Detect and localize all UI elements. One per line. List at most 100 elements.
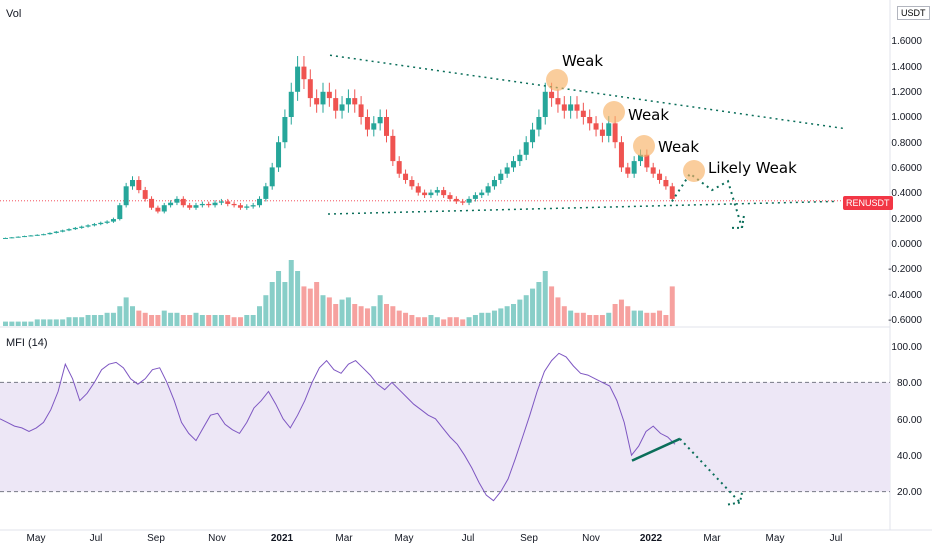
volume-bar <box>41 319 47 326</box>
price-arrowhead <box>732 215 745 229</box>
volume-bar <box>384 304 389 326</box>
candle-body <box>352 98 358 105</box>
unit-badge[interactable]: USDT <box>897 6 930 20</box>
volume-bar <box>231 317 237 326</box>
candle-body <box>384 117 389 136</box>
candle-body <box>333 98 339 111</box>
candle-body <box>441 190 447 196</box>
candle-body <box>53 231 59 233</box>
candle-body <box>104 221 110 223</box>
volume-bar <box>561 306 567 326</box>
volume-bar <box>142 312 148 326</box>
candle-body <box>517 154 523 162</box>
candle-body <box>168 202 174 206</box>
candlesticks <box>3 56 675 239</box>
candle-body <box>593 123 599 130</box>
x-tick: May <box>394 533 414 544</box>
weak-point-marker <box>546 69 568 91</box>
volume-bar <box>168 312 174 326</box>
volume-bar <box>66 317 72 326</box>
volume-bar <box>320 295 326 326</box>
candle-body <box>263 186 269 199</box>
candle-body <box>606 123 612 136</box>
volume-bar <box>149 315 155 326</box>
volume-bar <box>60 319 66 326</box>
volume-bar <box>574 312 580 326</box>
volume-bar <box>549 286 555 326</box>
volume-bar <box>352 304 358 326</box>
mfi-tick: 80.00 <box>896 378 922 389</box>
candle-body <box>422 192 428 196</box>
volume-bar <box>28 321 34 326</box>
volume-bar <box>53 319 59 326</box>
candle-body <box>237 205 243 208</box>
y-tick: -0.6000 <box>888 315 922 326</box>
candle-body <box>453 198 459 202</box>
volume-bar <box>301 286 307 326</box>
volume-bar <box>504 306 510 326</box>
weak-point-marker <box>683 160 705 182</box>
candle-body <box>485 186 491 193</box>
volume-bar <box>485 312 491 326</box>
x-tick: 2022 <box>639 533 663 544</box>
candle-body <box>358 104 364 117</box>
candle-body <box>269 167 275 187</box>
volume-bar <box>599 315 605 326</box>
y-tick: 1.4000 <box>891 62 922 73</box>
candle-body <box>587 117 593 124</box>
volume-bar <box>390 306 396 326</box>
candle-body <box>9 237 15 239</box>
volume-bar <box>15 321 21 326</box>
volume-bar <box>212 315 218 326</box>
volume-bar <box>237 317 243 326</box>
volume-bar <box>650 312 656 326</box>
x-tick: Jul <box>89 533 103 544</box>
x-tick: Sep <box>147 533 165 544</box>
weak-point-marker <box>633 135 655 157</box>
candle-body <box>174 198 180 203</box>
candle-body <box>561 104 567 111</box>
weak-point-marker <box>603 101 625 123</box>
volume-bar <box>72 317 78 326</box>
volume-bar <box>371 306 377 326</box>
volume-bar <box>612 304 618 326</box>
candle-body <box>66 229 72 231</box>
volume-bar <box>657 310 663 326</box>
candle-body <box>250 205 256 207</box>
candle-body <box>79 226 85 228</box>
mfi-line <box>0 352 676 502</box>
candle-body <box>663 180 669 187</box>
volume-bar <box>206 315 212 326</box>
volume-bar <box>358 306 364 326</box>
candle-body <box>117 205 123 220</box>
candle-body <box>110 219 116 222</box>
candle-body <box>91 224 97 226</box>
candle-body <box>536 117 542 130</box>
candle-body <box>320 91 326 105</box>
candle-body <box>28 235 34 237</box>
volume-bar <box>85 315 91 326</box>
candle-body <box>142 190 148 199</box>
volume-bar <box>377 295 383 326</box>
y-tick: -0.4000 <box>888 290 922 301</box>
candle-body <box>574 104 580 111</box>
candle-body <box>599 129 605 136</box>
candle-body <box>428 192 434 196</box>
candle-body <box>244 206 250 208</box>
candle-body <box>466 198 472 203</box>
y-tick: 1.0000 <box>891 112 922 123</box>
volume-bar <box>530 288 536 326</box>
price-projection <box>671 172 743 229</box>
volume-bar <box>536 282 542 326</box>
candle-body <box>149 198 155 208</box>
volume-bar <box>3 321 8 326</box>
volume-bar <box>345 297 351 326</box>
candle-body <box>479 192 485 196</box>
volume-bar <box>453 317 459 326</box>
candle-body <box>72 227 78 230</box>
volume-bar <box>339 299 345 326</box>
volume-bar <box>225 315 231 326</box>
volume-bar <box>428 315 434 326</box>
volume-bar <box>517 299 523 326</box>
